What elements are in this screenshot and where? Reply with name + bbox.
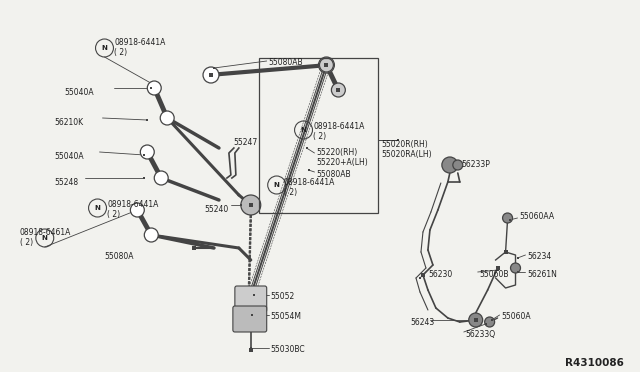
Circle shape <box>203 67 219 83</box>
Text: 55040A: 55040A <box>65 88 94 97</box>
Text: ( 2): ( 2) <box>284 188 297 197</box>
Text: ( 2): ( 2) <box>108 210 120 219</box>
Text: 55080A: 55080A <box>104 252 134 261</box>
Text: ( 2): ( 2) <box>314 132 326 141</box>
Text: 55030BC: 55030BC <box>271 345 305 354</box>
Text: 55060AA: 55060AA <box>520 212 555 221</box>
Text: 56261N: 56261N <box>527 270 557 279</box>
Text: ( 2): ( 2) <box>115 48 127 57</box>
Text: 55054M: 55054M <box>271 312 301 321</box>
Text: 55080AB: 55080AB <box>269 58 303 67</box>
Text: N: N <box>301 127 307 133</box>
Text: 08918-6461A: 08918-6461A <box>20 228 71 237</box>
Text: N: N <box>95 205 100 211</box>
FancyBboxPatch shape <box>235 286 267 312</box>
Text: 56230: 56230 <box>428 270 452 279</box>
Text: 08918-6441A: 08918-6441A <box>108 200 159 209</box>
Text: 08918-6441A: 08918-6441A <box>314 122 365 131</box>
Circle shape <box>319 58 333 72</box>
Text: 08918-6441A: 08918-6441A <box>115 38 166 47</box>
Circle shape <box>511 263 520 273</box>
Text: 56233P: 56233P <box>462 160 491 169</box>
Circle shape <box>442 157 458 173</box>
Text: R4310086: R4310086 <box>565 358 624 368</box>
Text: N: N <box>42 235 48 241</box>
Text: 55060A: 55060A <box>502 312 531 321</box>
Text: 55020R(RH): 55020R(RH) <box>381 140 428 149</box>
Text: 55040A: 55040A <box>55 152 84 161</box>
Text: 55060B: 55060B <box>480 270 509 279</box>
Text: 55240: 55240 <box>204 205 228 214</box>
Text: 55020RA(LH): 55020RA(LH) <box>381 150 432 159</box>
Text: 56243: 56243 <box>410 318 435 327</box>
Text: 55220+A(LH): 55220+A(LH) <box>316 158 368 167</box>
Text: 55248: 55248 <box>55 178 79 187</box>
Circle shape <box>131 203 144 217</box>
Circle shape <box>154 171 168 185</box>
Circle shape <box>453 160 463 170</box>
Text: 55220(RH): 55220(RH) <box>316 148 358 157</box>
Text: 55247: 55247 <box>233 138 257 147</box>
Text: 56210K: 56210K <box>55 118 84 127</box>
Text: N: N <box>102 45 108 51</box>
Text: N: N <box>274 182 280 188</box>
Text: 08918-6441A: 08918-6441A <box>284 178 335 187</box>
Circle shape <box>319 57 334 73</box>
Bar <box>259 58 378 213</box>
Circle shape <box>332 83 346 97</box>
Circle shape <box>144 228 158 242</box>
Text: 56234: 56234 <box>527 252 552 261</box>
Circle shape <box>160 111 174 125</box>
Circle shape <box>502 213 513 223</box>
Text: ( 2): ( 2) <box>20 238 33 247</box>
Circle shape <box>484 317 495 327</box>
Circle shape <box>140 145 154 159</box>
Circle shape <box>147 81 161 95</box>
Text: 55052: 55052 <box>271 292 295 301</box>
Circle shape <box>468 313 483 327</box>
Text: 55080AB: 55080AB <box>316 170 351 179</box>
FancyBboxPatch shape <box>233 306 267 332</box>
Circle shape <box>241 195 260 215</box>
Text: 56233Q: 56233Q <box>466 330 496 339</box>
